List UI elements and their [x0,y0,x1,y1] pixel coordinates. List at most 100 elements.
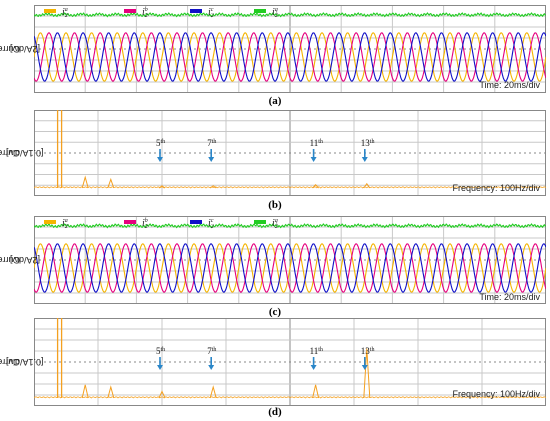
legend-label: i2q [272,218,278,230]
noise-floor [34,396,546,399]
legend-swatch [190,220,202,224]
spectrum-peak-100hz [81,175,89,189]
legend-item: i2q [254,218,278,230]
spectrum-peak-350hz [209,385,217,399]
scale-label-d: Frequency: 100Hz/div [452,389,540,399]
legend-item: i2c [190,7,214,19]
grid [34,216,546,304]
panel-d: 5th 7th 11th 13th Current [0.1A/div] Freque… [0,316,550,421]
legend-item: i2a [44,7,68,19]
harmonic-label-11: 11th [310,138,323,148]
legend-swatch [124,220,136,224]
spectrum-peak-550hz [312,384,320,399]
series-i2c [34,32,546,82]
ylabel-c-bottom: [2A/div] [10,255,41,265]
grid [34,110,546,196]
plot-d: 5th 7th 11th 13th [34,318,546,406]
ylabel-d: Current [0.1A/div] [0,318,44,406]
legend-swatch [44,220,56,224]
caption-b: (b) [268,199,282,211]
waveform-chart-a: i2a i2b i2c i2q [34,5,546,93]
legend-item: i2c [190,218,214,230]
legend-label: i2q [272,7,278,19]
harmonic-label-13: 13th [361,346,375,356]
spectrum-peak-150hz [107,385,115,399]
series-i2q [34,12,546,18]
legend-label: i2b [142,7,148,19]
series-i2q [34,223,546,229]
harmonic-arrow-head [157,157,163,162]
plot-b: 5th 7th 11th 13th [34,110,546,196]
legend: i2a i2b i2c i2q [44,218,278,230]
series-i2a [34,32,546,82]
spectrum-chart-b: 5th 7th 11th 13th [34,110,546,196]
legend-swatch [44,9,56,13]
legend-item: i2b [124,218,148,230]
harmonic-arrow-head [361,157,368,162]
plot-frame [34,110,546,196]
harmonic-label-7: 7th [207,346,216,356]
noise-floor [34,186,546,189]
plot-frame [34,318,546,406]
spectrum-peak-650hz [363,348,371,399]
legend-label: i2a [62,7,68,19]
plot-frame [34,5,546,93]
harmonic-label-5: 5th [156,138,165,148]
harmonic-arrow-head [310,157,317,162]
harmonic-label-11: 11th [310,346,323,356]
series-i2c [34,243,546,293]
spectrum-peak-550hz [312,184,319,189]
legend: i2a i2b i2c i2q [44,7,278,19]
plot-frame [34,216,546,304]
legend-label: i2b [142,218,148,230]
spectrum-peak-650hz [363,182,371,189]
grid [34,318,546,406]
harmonic-label-13: 13th [361,138,375,148]
panel-a: i2a i2b i2c i2q Current [2A/div] Time: 20ms… [0,0,550,108]
ylabel-a-bottom: [2A/div] [10,44,41,54]
plot-a: i2a i2b i2c i2q [34,5,546,93]
scale-label-b: Frequency: 100Hz/div [452,183,540,193]
spectrum-peak-350hz [209,185,217,189]
series-i2b [34,32,546,82]
legend-label: i2a [62,218,68,230]
legend-item: i2a [44,218,68,230]
harmonic-arrow-head [208,157,215,162]
scale-label-a: Time: 20ms/div [479,80,540,90]
harmonic-label-7: 7th [207,138,216,148]
spectrum-chart-d: 5th 7th 11th 13th [34,318,546,406]
ylabel-a: Current [2A/div] [0,5,40,93]
harmonic-label-5: 5th [156,346,165,356]
harmonic-arrow-head [361,365,368,370]
waveform-chart-c: i2a i2b i2c i2q [34,216,546,304]
ylabel-d-bottom: [0.1A/div] [6,357,44,367]
legend-swatch [190,9,202,13]
scale-label-c: Time: 20ms/div [479,292,540,302]
spectrum-peak-100hz [81,384,89,399]
series-i2a [34,243,546,293]
ylabel-b-bottom: [0.1A/div] [6,148,44,158]
grid [34,5,546,93]
legend-swatch [254,9,266,13]
spectrum-peak-250hz [158,185,166,189]
legend-swatch [124,9,136,13]
caption-d: (d) [268,406,282,418]
plot-c: i2a i2b i2c i2q [34,216,546,304]
panel-c: i2a i2b i2c i2q Current [2A/div] Time: 20ms… [0,212,550,320]
series-i2b [34,243,546,293]
ylabel-b: Current [0.1A/div] [0,110,44,196]
legend-label: i2c [208,7,214,19]
caption-c: (c) [268,306,282,318]
ylabel-c: Current [2A/div] [0,216,40,304]
harmonic-arrow-head [310,365,317,370]
legend-item: i2b [124,7,148,19]
spectrum-peak-250hz [158,390,166,399]
panel-b: 5th 7th 11th 13th Current [0.1A/div] Freque… [0,108,550,212]
harmonic-arrow-head [157,365,163,370]
legend-item: i2q [254,7,278,19]
legend-label: i2c [208,218,214,230]
caption-a: (a) [268,95,282,107]
spectrum-peak-150hz [107,177,115,189]
legend-swatch [254,220,266,224]
harmonic-arrow-head [208,365,215,370]
